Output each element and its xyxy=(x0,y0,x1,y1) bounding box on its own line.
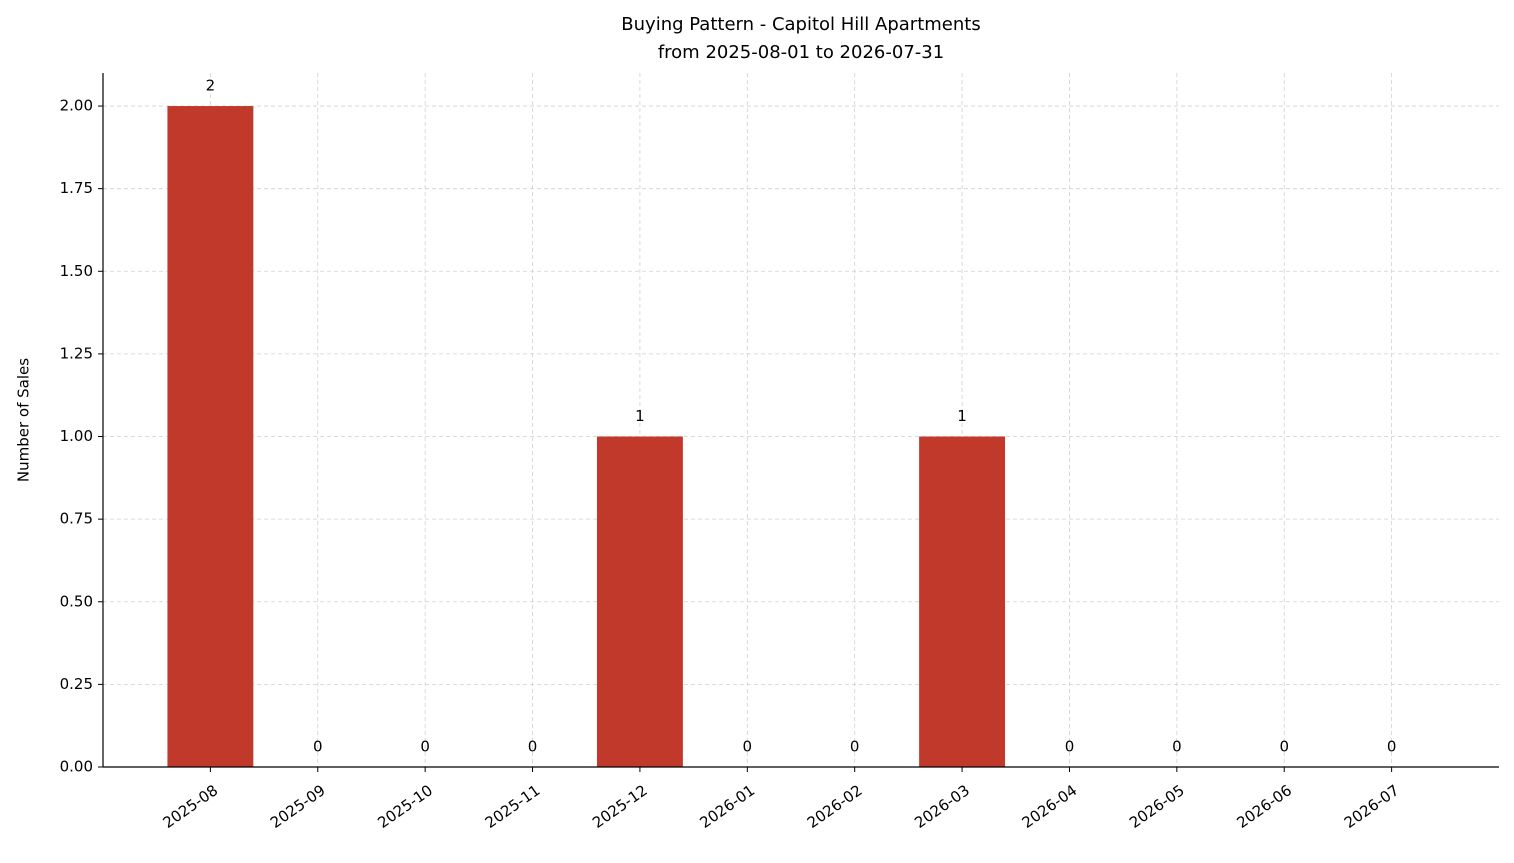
value-label: 2 xyxy=(206,77,216,95)
y-tick-label: 1.50 xyxy=(60,262,93,280)
value-label: 0 xyxy=(1387,738,1397,756)
x-tick-label: 2026-04 xyxy=(1019,781,1081,832)
y-tick-label: 1.75 xyxy=(60,179,93,197)
chart-subtitle: from 2025-08-01 to 2026-07-31 xyxy=(658,42,944,63)
x-tick-label: 2026-01 xyxy=(697,781,759,832)
value-label: 0 xyxy=(1065,738,1075,756)
x-tick-label: 2026-06 xyxy=(1233,781,1295,832)
bar xyxy=(167,106,254,768)
x-tick-label: 2026-07 xyxy=(1341,781,1403,832)
value-label: 0 xyxy=(850,738,860,756)
value-label: 0 xyxy=(528,738,538,756)
y-tick-label: 2.00 xyxy=(60,97,93,115)
y-tick-label: 0.75 xyxy=(60,510,93,528)
x-tick-label: 2026-03 xyxy=(911,781,973,832)
y-tick-label: 1.25 xyxy=(60,344,93,362)
value-label: 0 xyxy=(1279,738,1289,756)
value-label: 0 xyxy=(420,738,430,756)
y-tick-label: 0.00 xyxy=(60,758,93,776)
bar xyxy=(919,436,1006,767)
chart-title: Buying Pattern - Capitol Hill Apartments xyxy=(621,14,980,35)
x-tick-label: 2025-10 xyxy=(374,781,436,832)
value-label: 0 xyxy=(1172,738,1182,756)
value-label: 0 xyxy=(313,738,323,756)
x-tick-label: 2025-09 xyxy=(267,781,329,832)
y-tick-label: 1.00 xyxy=(60,427,93,445)
y-axis-label: Number of Sales xyxy=(15,358,33,482)
y-tick-label: 0.25 xyxy=(60,675,93,693)
value-label: 0 xyxy=(743,738,753,756)
bar xyxy=(596,436,683,767)
value-label: 1 xyxy=(635,407,645,425)
x-tick-label: 2025-12 xyxy=(589,781,651,832)
x-tick-label: 2026-05 xyxy=(1126,781,1188,832)
x-tick-label: 2025-08 xyxy=(160,781,222,832)
x-tick-label: 2026-02 xyxy=(804,781,866,832)
value-label: 1 xyxy=(957,407,967,425)
y-tick-label: 0.50 xyxy=(60,592,93,610)
x-tick-label: 2025-11 xyxy=(482,781,544,832)
